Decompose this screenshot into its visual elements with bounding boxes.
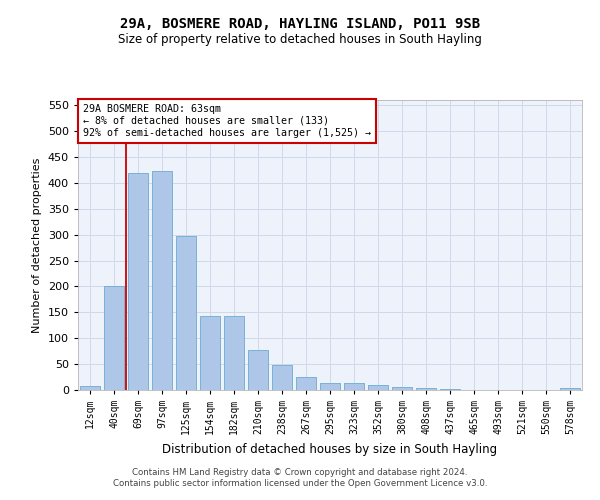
Text: 29A, BOSMERE ROAD, HAYLING ISLAND, PO11 9SB: 29A, BOSMERE ROAD, HAYLING ISLAND, PO11 … [120, 18, 480, 32]
Bar [152, 172, 172, 390]
Text: Contains HM Land Registry data © Crown copyright and database right 2024.
Contai: Contains HM Land Registry data © Crown c… [113, 468, 487, 487]
Bar [104, 286, 124, 390]
Y-axis label: Number of detached properties: Number of detached properties [32, 158, 42, 332]
Bar [248, 350, 268, 390]
Bar [176, 236, 196, 390]
Bar [224, 316, 244, 390]
Bar [272, 365, 292, 390]
Bar [200, 316, 220, 390]
Bar [344, 384, 364, 390]
Bar [368, 386, 388, 390]
Bar [416, 388, 436, 390]
Bar [296, 377, 316, 390]
Text: Size of property relative to detached houses in South Hayling: Size of property relative to detached ho… [118, 32, 482, 46]
Bar [128, 172, 148, 390]
Bar [80, 386, 100, 390]
Bar [392, 388, 412, 390]
X-axis label: Distribution of detached houses by size in South Hayling: Distribution of detached houses by size … [163, 442, 497, 456]
Bar [440, 389, 460, 390]
Text: 29A BOSMERE ROAD: 63sqm
← 8% of detached houses are smaller (133)
92% of semi-de: 29A BOSMERE ROAD: 63sqm ← 8% of detached… [83, 104, 371, 138]
Bar [560, 388, 580, 390]
Bar [320, 384, 340, 390]
